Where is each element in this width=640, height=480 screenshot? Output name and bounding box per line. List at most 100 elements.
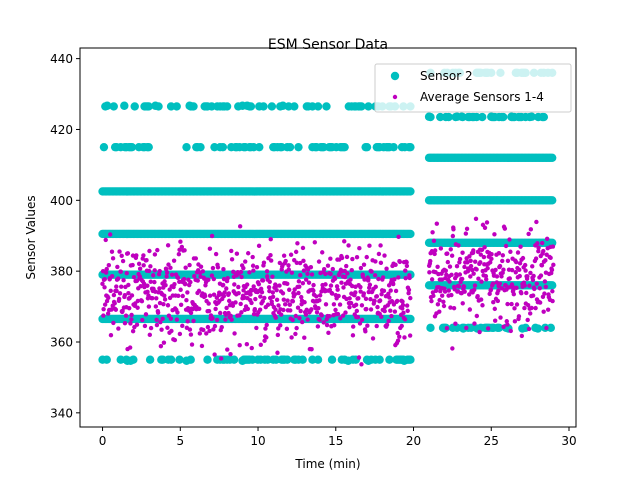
average-sensors-point	[392, 277, 397, 282]
average-sensors-point	[224, 305, 229, 311]
average-sensors-point	[475, 294, 480, 299]
average-sensors-point	[482, 225, 488, 230]
average-sensors-point	[102, 285, 107, 290]
average-sensors-point	[358, 289, 363, 294]
average-sensors-point	[306, 280, 312, 285]
average-sensors-point	[285, 281, 290, 286]
sensor-2-point	[426, 323, 435, 333]
y-axis: 340 360 380 400 420 440	[50, 52, 80, 420]
average-sensors-point	[262, 338, 267, 343]
average-sensors-point	[548, 255, 553, 261]
average-sensors-point	[493, 267, 498, 273]
average-sensors-point	[211, 327, 216, 332]
average-sensors-point	[105, 311, 111, 316]
sensor-2-point	[362, 142, 372, 152]
average-sensors-point	[317, 293, 323, 298]
average-sensors-point	[357, 321, 363, 326]
average-sensors-point	[148, 264, 153, 269]
average-sensors-point	[498, 315, 503, 320]
average-sensors-point	[118, 269, 123, 274]
average-sensors-point	[206, 277, 211, 283]
average-sensors-point	[356, 355, 362, 360]
average-sensors-point	[148, 279, 153, 284]
average-sensors-point	[464, 325, 469, 331]
average-sensors-point	[388, 288, 393, 293]
average-sensors-point	[514, 259, 519, 265]
average-sensors-point	[528, 270, 533, 276]
average-sensors-point	[226, 298, 232, 304]
average-sensors-point	[257, 307, 263, 312]
average-sensors-point	[500, 258, 505, 264]
average-sensors-point	[297, 315, 302, 321]
average-sensors-point	[397, 259, 403, 265]
average-sensors-point	[180, 323, 185, 329]
average-sensors-point	[155, 310, 161, 315]
average-sensors-point	[392, 309, 398, 314]
average-sensors-point	[406, 290, 411, 296]
sensor-2-point	[166, 355, 176, 364]
average-sensors-point	[251, 268, 256, 273]
average-sensors-point	[400, 302, 406, 308]
average-sensors-point	[207, 328, 212, 334]
average-sensors-point	[454, 264, 460, 269]
average-sensors-point	[374, 294, 380, 299]
average-sensors-point	[300, 280, 306, 286]
average-sensors-point	[276, 303, 281, 308]
average-sensors-point	[502, 226, 508, 231]
sensor-2-point	[533, 324, 543, 333]
average-sensors-point	[380, 275, 386, 280]
average-sensors-point	[275, 332, 281, 338]
average-sensors-point	[530, 277, 536, 283]
average-sensors-point	[339, 255, 345, 261]
average-sensors-point	[509, 282, 515, 287]
average-sensors-point	[515, 250, 521, 255]
average-sensors-point	[241, 265, 246, 271]
average-sensors-point	[525, 302, 531, 308]
x-axis: 0 5 10 15 20 25 30	[99, 427, 577, 448]
sensor-2-point	[172, 102, 181, 111]
average-sensors-point	[237, 343, 242, 348]
average-sensors-point	[277, 283, 282, 288]
average-sensors-point	[339, 280, 344, 285]
average-sensors-point	[168, 265, 173, 271]
average-sensors-point	[494, 274, 500, 279]
average-sensors-point	[536, 245, 541, 250]
average-sensors-point	[126, 290, 131, 296]
average-sensors-point	[202, 293, 208, 299]
average-sensors-point	[281, 253, 287, 258]
average-sensors-point	[176, 293, 181, 299]
average-sensors-point	[450, 233, 456, 239]
average-sensors-point	[492, 318, 498, 323]
average-sensors-point	[347, 296, 352, 301]
average-sensors-point	[450, 346, 455, 351]
average-sensors-point	[402, 317, 408, 322]
average-sensors-point	[212, 323, 218, 329]
average-sensors-point	[477, 329, 482, 335]
average-sensors-point	[129, 312, 134, 318]
average-sensors-point	[199, 343, 205, 349]
average-sensors-point	[179, 244, 185, 250]
average-sensors-point	[523, 268, 528, 273]
average-sensors-point	[184, 298, 189, 303]
average-sensors-point	[364, 306, 369, 312]
sensor-2-point	[145, 355, 155, 364]
average-sensors-point	[397, 334, 402, 339]
average-sensors-point	[162, 293, 167, 298]
average-sensors-point	[238, 269, 244, 275]
average-sensors-point	[109, 273, 115, 279]
average-sensors-point	[103, 270, 109, 275]
average-sensors-point	[302, 300, 307, 305]
average-sensors-point	[396, 275, 401, 280]
average-sensors-point	[386, 318, 391, 324]
average-sensors-point	[490, 281, 496, 286]
average-sensors-point	[315, 324, 321, 329]
average-sensors-point	[429, 249, 435, 254]
average-sensors-point	[358, 284, 363, 290]
average-sensors-point	[438, 246, 444, 251]
average-sensors-point	[182, 248, 187, 253]
sensor-2-point	[196, 142, 205, 152]
average-sensors-point	[337, 302, 343, 307]
average-sensors-point	[122, 321, 128, 326]
average-sensors-point	[116, 296, 122, 302]
legend-label-sensor-2: Sensor 2	[420, 69, 473, 83]
